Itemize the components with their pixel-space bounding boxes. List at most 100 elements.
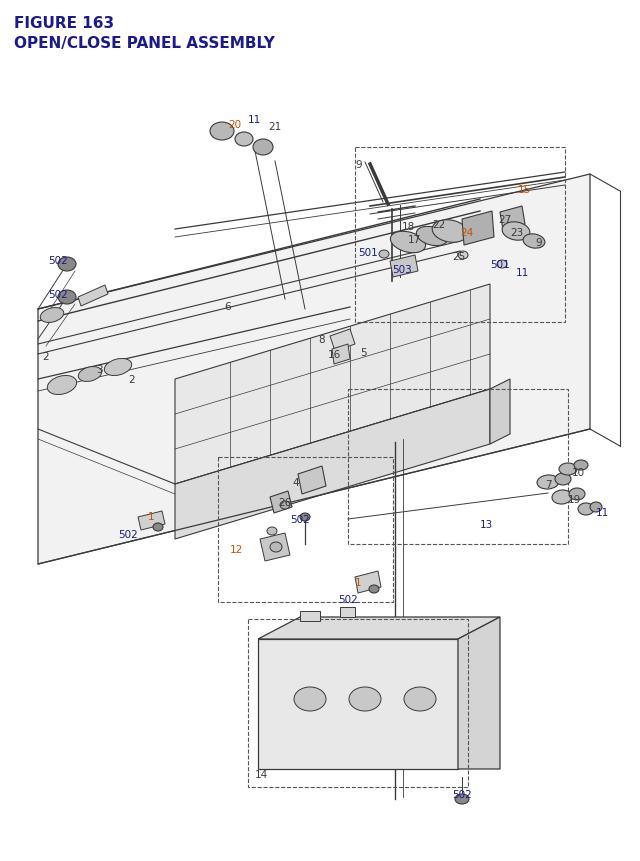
Text: 26: 26: [278, 498, 291, 507]
Ellipse shape: [537, 475, 559, 489]
Polygon shape: [138, 511, 165, 530]
Ellipse shape: [210, 123, 234, 141]
Ellipse shape: [294, 687, 326, 711]
Ellipse shape: [270, 542, 282, 553]
Ellipse shape: [432, 220, 468, 243]
Bar: [355, 148, 565, 323]
Text: 23: 23: [510, 228, 524, 238]
Polygon shape: [390, 256, 418, 278]
Text: 3: 3: [96, 364, 102, 375]
Text: 2: 2: [128, 375, 134, 385]
Text: 21: 21: [268, 122, 281, 132]
Text: 501: 501: [358, 248, 378, 257]
Text: 502: 502: [48, 289, 68, 300]
Text: 27: 27: [498, 214, 511, 225]
Text: 7: 7: [545, 480, 552, 489]
Text: 17: 17: [408, 235, 421, 245]
Polygon shape: [458, 617, 500, 769]
Ellipse shape: [417, 227, 447, 246]
Polygon shape: [78, 286, 108, 307]
Text: 19: 19: [568, 494, 581, 505]
Text: 8: 8: [318, 335, 324, 344]
Text: 10: 10: [572, 468, 585, 478]
Polygon shape: [500, 207, 525, 231]
Ellipse shape: [153, 523, 163, 531]
Text: 16: 16: [328, 350, 341, 360]
Bar: [348, 389, 568, 544]
Polygon shape: [355, 572, 381, 593]
Text: 502: 502: [290, 514, 310, 524]
Polygon shape: [270, 492, 292, 513]
Text: 502: 502: [338, 594, 358, 604]
Ellipse shape: [578, 504, 594, 516]
Polygon shape: [258, 639, 458, 769]
Polygon shape: [38, 175, 590, 564]
Ellipse shape: [40, 308, 64, 323]
Text: 11: 11: [516, 268, 529, 278]
Text: 25: 25: [452, 251, 465, 262]
Ellipse shape: [78, 367, 102, 382]
Ellipse shape: [300, 513, 310, 522]
Ellipse shape: [349, 687, 381, 711]
Text: 502: 502: [452, 789, 472, 799]
Ellipse shape: [458, 251, 468, 260]
Ellipse shape: [369, 585, 379, 593]
Text: 2: 2: [42, 351, 49, 362]
Ellipse shape: [104, 359, 132, 376]
Polygon shape: [175, 285, 490, 485]
Ellipse shape: [379, 251, 389, 258]
Ellipse shape: [253, 139, 273, 156]
Text: 9: 9: [355, 160, 362, 170]
Ellipse shape: [235, 133, 253, 147]
Polygon shape: [175, 389, 490, 539]
Text: 503: 503: [392, 264, 412, 275]
Ellipse shape: [455, 794, 469, 804]
Ellipse shape: [523, 234, 545, 249]
Bar: [218, 457, 393, 603]
Polygon shape: [332, 344, 350, 364]
Ellipse shape: [58, 291, 76, 305]
Text: 501: 501: [490, 260, 509, 269]
Text: 11: 11: [248, 115, 261, 125]
Polygon shape: [330, 330, 355, 351]
Text: 6: 6: [224, 301, 230, 312]
Ellipse shape: [559, 463, 577, 475]
Polygon shape: [260, 533, 290, 561]
Text: 22: 22: [432, 220, 445, 230]
Ellipse shape: [502, 222, 530, 241]
Text: 24: 24: [460, 228, 473, 238]
Text: 9: 9: [535, 238, 541, 248]
Text: 4: 4: [292, 478, 299, 487]
Text: 5: 5: [360, 348, 367, 357]
Text: 11: 11: [596, 507, 609, 517]
Text: 13: 13: [480, 519, 493, 530]
Text: OPEN/CLOSE PANEL ASSEMBLY: OPEN/CLOSE PANEL ASSEMBLY: [14, 36, 275, 51]
Bar: [340, 607, 355, 617]
Polygon shape: [298, 467, 326, 494]
Text: 1: 1: [148, 511, 155, 522]
Ellipse shape: [404, 687, 436, 711]
Ellipse shape: [497, 261, 507, 269]
Ellipse shape: [555, 474, 571, 486]
Text: FIGURE 163: FIGURE 163: [14, 16, 114, 31]
Text: 14: 14: [255, 769, 268, 779]
Text: 15: 15: [518, 185, 531, 195]
Ellipse shape: [47, 376, 77, 395]
Ellipse shape: [552, 491, 572, 505]
Text: 502: 502: [118, 530, 138, 539]
Text: 502: 502: [48, 256, 68, 266]
Bar: [248, 619, 468, 787]
Ellipse shape: [280, 501, 290, 510]
Ellipse shape: [267, 528, 277, 536]
Ellipse shape: [590, 503, 602, 512]
Text: 1: 1: [355, 578, 362, 587]
Ellipse shape: [574, 461, 588, 470]
Text: 12: 12: [230, 544, 243, 554]
Text: 18: 18: [402, 222, 415, 232]
Polygon shape: [462, 212, 494, 245]
Ellipse shape: [390, 232, 426, 253]
Ellipse shape: [569, 488, 585, 500]
Bar: [300, 611, 320, 622]
Ellipse shape: [58, 257, 76, 272]
Text: 20: 20: [228, 120, 241, 130]
